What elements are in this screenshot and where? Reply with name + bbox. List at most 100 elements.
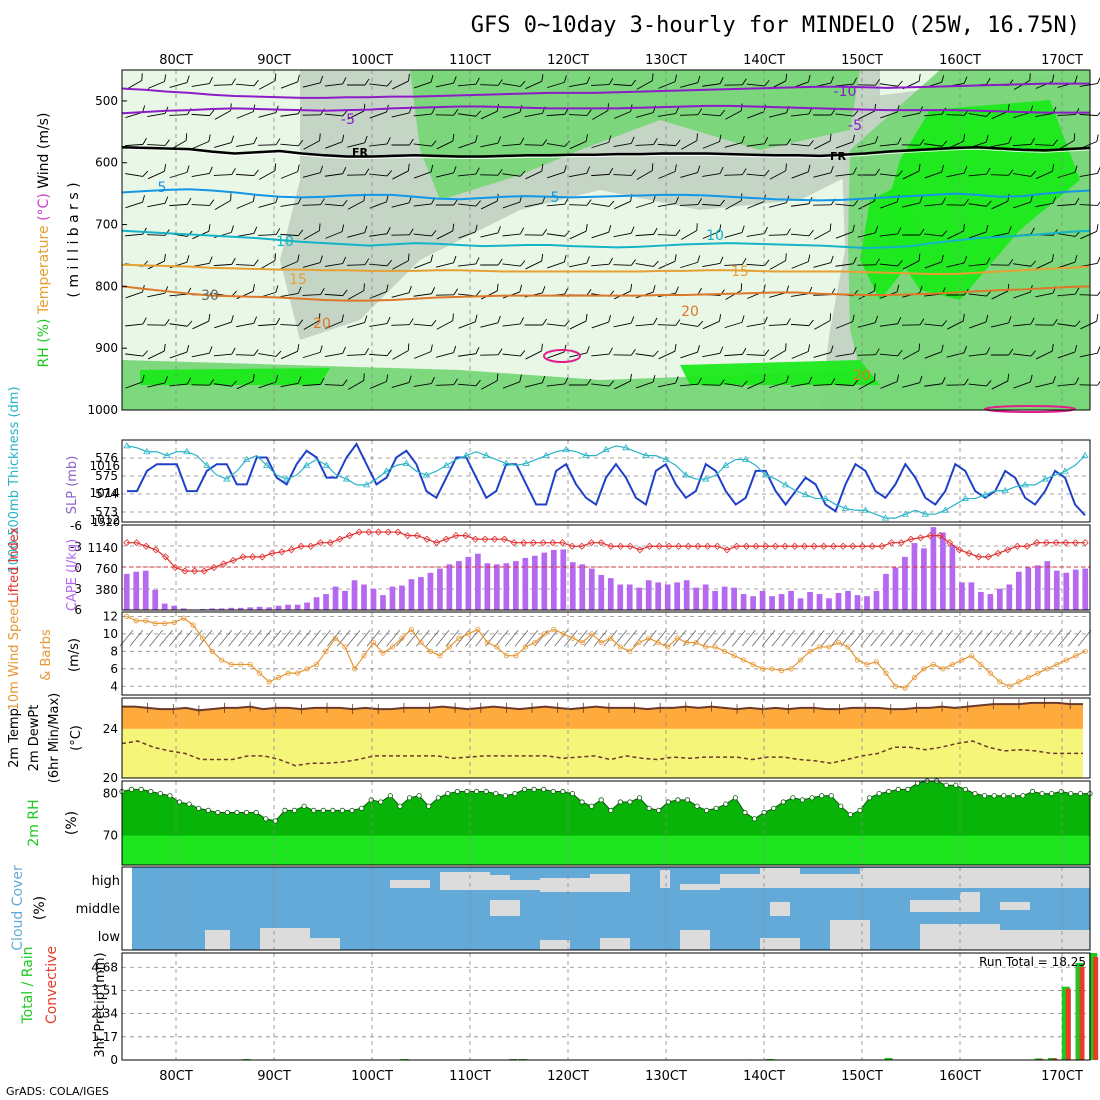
thickness-marker — [123, 442, 131, 449]
wind-barb-flag — [808, 376, 813, 384]
wind-barb-staff — [258, 112, 277, 118]
rh2m-marker — [608, 807, 614, 814]
cloud-gray-region — [770, 902, 790, 916]
wind-barb-flag — [897, 317, 902, 324]
wind-barb-staff — [258, 353, 277, 357]
wind-barb — [191, 109, 215, 117]
wind-barb-flag — [630, 316, 635, 324]
wind-barb — [524, 228, 548, 236]
wind-speed-marker — [124, 613, 130, 619]
thickness-marker — [402, 459, 411, 466]
li-marker — [297, 542, 305, 550]
pressure-tick-label: 800 — [95, 279, 118, 293]
wind-speed-marker — [257, 670, 263, 676]
wind-barb-flag — [1074, 197, 1080, 205]
cape-bar — [978, 591, 984, 610]
wind-barb-flag — [297, 344, 300, 352]
rh2m-marker — [1029, 788, 1036, 795]
wind-barb-10m — [317, 629, 331, 647]
wind-barb — [147, 74, 167, 89]
dew-fill — [122, 728, 1083, 778]
wind-barb — [525, 343, 543, 360]
wind-speed-marker — [570, 635, 576, 641]
wind-barb-staff — [302, 383, 321, 387]
wind-barb-flag — [163, 254, 166, 262]
wind-barb-staff — [525, 80, 543, 90]
wind-barb-staff — [814, 320, 831, 330]
wind-barb — [347, 225, 368, 238]
rh2m-marker — [560, 788, 566, 795]
wind-barb-staff — [679, 383, 699, 387]
wind-barb-10m — [544, 629, 558, 647]
wind-barb-staff — [258, 234, 277, 236]
rh2m-marker — [780, 799, 786, 805]
li-marker — [742, 542, 750, 550]
wind-speed-marker — [949, 661, 955, 668]
cape-bar — [996, 588, 1003, 610]
rh2m-marker — [368, 797, 374, 803]
wind-barb — [213, 380, 237, 387]
wind-barb-staff — [990, 174, 1009, 176]
cape-ylabel: CAPE (J/kg) — [65, 539, 80, 611]
wind-barb-10m — [386, 629, 400, 647]
wind-speed-marker — [560, 631, 566, 637]
wind-barb-staff — [968, 231, 987, 239]
cape-bar — [446, 564, 453, 610]
wind-barb — [835, 314, 855, 329]
li-marker — [181, 567, 189, 575]
wind-barb-10m — [218, 629, 233, 647]
wind-barb — [524, 375, 546, 388]
wind-barb-flag — [1052, 196, 1057, 204]
wind-barb — [591, 167, 614, 177]
wind-barb — [214, 135, 235, 148]
wind-barb-flag — [453, 288, 459, 296]
wind-barb — [369, 80, 393, 87]
wind-barb — [680, 75, 701, 88]
wind-barb — [457, 379, 481, 387]
wind-barb-staff — [658, 350, 676, 360]
li-marker — [655, 542, 663, 550]
wind-barb — [458, 200, 481, 207]
wind-barb-flag — [652, 195, 656, 203]
wind-speed-marker — [408, 626, 415, 633]
wind-barb-staff — [747, 201, 765, 209]
li-marker — [287, 546, 295, 554]
wind-barb-10m — [830, 629, 845, 647]
wind-barb-staff — [1057, 323, 1076, 327]
wind-barb-staff — [524, 202, 543, 208]
wind-barb-staff — [236, 143, 254, 147]
wind-barb-flag — [741, 135, 745, 143]
wind-barb-staff — [591, 203, 610, 207]
wind-speed-marker — [513, 653, 519, 659]
wind-barb — [213, 168, 236, 176]
wind-barb-flag — [208, 224, 211, 232]
cape-bar — [902, 556, 908, 610]
wind-barb-flag — [919, 196, 923, 204]
wind-barb-staff — [724, 383, 743, 387]
rh2m-marker — [732, 795, 738, 801]
wind-barb-10m — [494, 629, 509, 647]
li-marker — [578, 542, 586, 550]
cloud-gray-region — [680, 930, 710, 950]
wind-barb-staff — [258, 202, 276, 208]
wind-barb — [968, 167, 991, 177]
wind-barb-staff — [1079, 83, 1098, 87]
wind-barb — [324, 110, 348, 117]
wind-barb-flag — [963, 134, 966, 142]
cape-bar — [152, 589, 159, 610]
li-marker — [820, 542, 828, 550]
wind-barb-staff — [280, 350, 298, 360]
wind-barb-flag — [431, 319, 437, 327]
wind-barb — [435, 378, 458, 386]
cloud-gray-region — [440, 872, 490, 890]
wind-speed-marker — [361, 653, 367, 659]
thickness-marker — [522, 459, 530, 466]
thickness-marker — [183, 447, 191, 455]
wind-barb-staff — [791, 382, 809, 388]
wind-barb-flag — [719, 346, 724, 354]
wind-barb — [746, 259, 770, 267]
cloud-gray-region — [205, 930, 230, 950]
wind-barb-10m — [1057, 629, 1072, 647]
wind-barb-staff — [324, 173, 343, 177]
wind-barb-staff — [192, 320, 209, 330]
